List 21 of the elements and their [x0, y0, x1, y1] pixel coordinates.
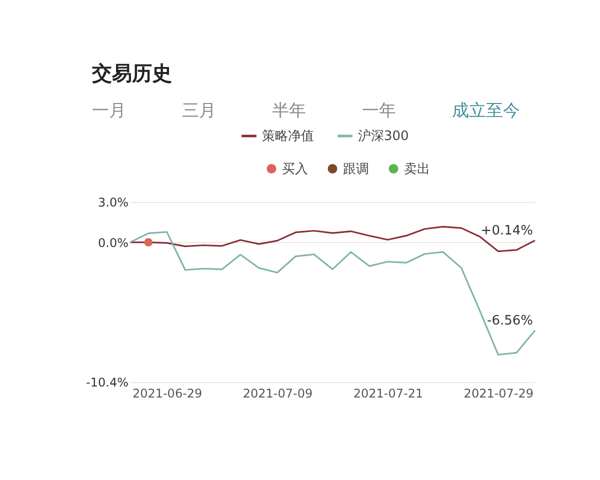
legend-label: 卖出 [404, 162, 430, 177]
text: 成立至今 [452, 100, 520, 122]
x-tick-label: 2021-06-29 [132, 386, 202, 400]
text: 一年 [362, 100, 396, 122]
x-tick-label: 2021-07-29 [464, 386, 534, 400]
chart-title: 交易历史 [92, 60, 173, 87]
y-tick-label: 3.0% [98, 196, 128, 210]
legend-label: 沪深300 [358, 128, 409, 144]
y-tick-label: -10.4% [86, 376, 128, 390]
text: 三月 [182, 100, 216, 122]
x-tick-label: 2021-07-21 [353, 386, 424, 400]
data-label: +0.14% [480, 223, 533, 238]
legend-label: 策略净值 [262, 129, 314, 144]
x-tick-label: 2021-07-09 [242, 386, 313, 400]
legend-label: 买入 [282, 162, 308, 177]
legend-label: 跟调 [343, 162, 369, 177]
line-series [129, 226, 536, 252]
text: 半年 [272, 100, 306, 122]
text: 一月 [92, 100, 126, 122]
data-label: -6.56% [487, 313, 533, 328]
y-tick-label: 0.0% [98, 236, 128, 250]
